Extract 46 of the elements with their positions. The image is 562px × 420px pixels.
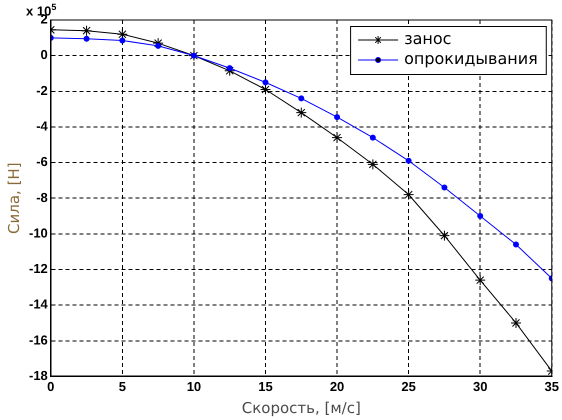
y-tick-label: -6 xyxy=(36,154,48,170)
point xyxy=(334,114,340,120)
point xyxy=(116,28,128,40)
point xyxy=(438,230,450,242)
point xyxy=(370,134,376,141)
x-tick-label: 20 xyxy=(330,378,344,394)
y-tick-label: -16 xyxy=(28,332,48,348)
x-tick-label: 25 xyxy=(401,378,416,394)
point xyxy=(367,158,378,170)
y-tick-label: -2 xyxy=(36,82,48,98)
y-tick-label: -8 xyxy=(36,190,48,205)
x-tick-label: 15 xyxy=(258,378,273,394)
point xyxy=(477,213,484,220)
y-tick-label: 0 xyxy=(40,47,48,62)
point xyxy=(84,36,90,42)
point xyxy=(441,184,448,191)
y-axis-title: Сила, [Н] xyxy=(4,162,23,234)
legend-label: занос xyxy=(404,29,452,48)
x-tick-label: 5 xyxy=(118,378,126,394)
x-tick-label: 35 xyxy=(544,378,560,394)
point xyxy=(81,25,92,36)
y-tick-label: -10 xyxy=(28,225,48,240)
point xyxy=(512,242,519,248)
x-tick-label: 30 xyxy=(472,378,488,394)
point xyxy=(403,189,414,200)
point xyxy=(260,84,271,95)
x-axis-title: Скорость, [м/с] xyxy=(242,398,361,417)
point xyxy=(190,52,197,59)
y-tick-label: -4 xyxy=(36,118,49,134)
point xyxy=(155,42,162,49)
x-tick-label: 10 xyxy=(186,378,202,394)
y-tick-label: -12 xyxy=(28,261,48,276)
point xyxy=(224,65,236,76)
point xyxy=(298,95,304,102)
point xyxy=(119,37,126,44)
point xyxy=(296,107,307,118)
y-tick-label: -18 xyxy=(28,368,48,383)
point xyxy=(332,132,343,144)
point xyxy=(262,79,268,86)
legend-label: опрокидывания xyxy=(404,49,538,68)
point xyxy=(406,158,412,164)
point xyxy=(474,274,486,286)
y-tick-label: -14 xyxy=(28,296,49,312)
point xyxy=(188,50,200,62)
point xyxy=(226,65,233,72)
point xyxy=(510,317,522,328)
